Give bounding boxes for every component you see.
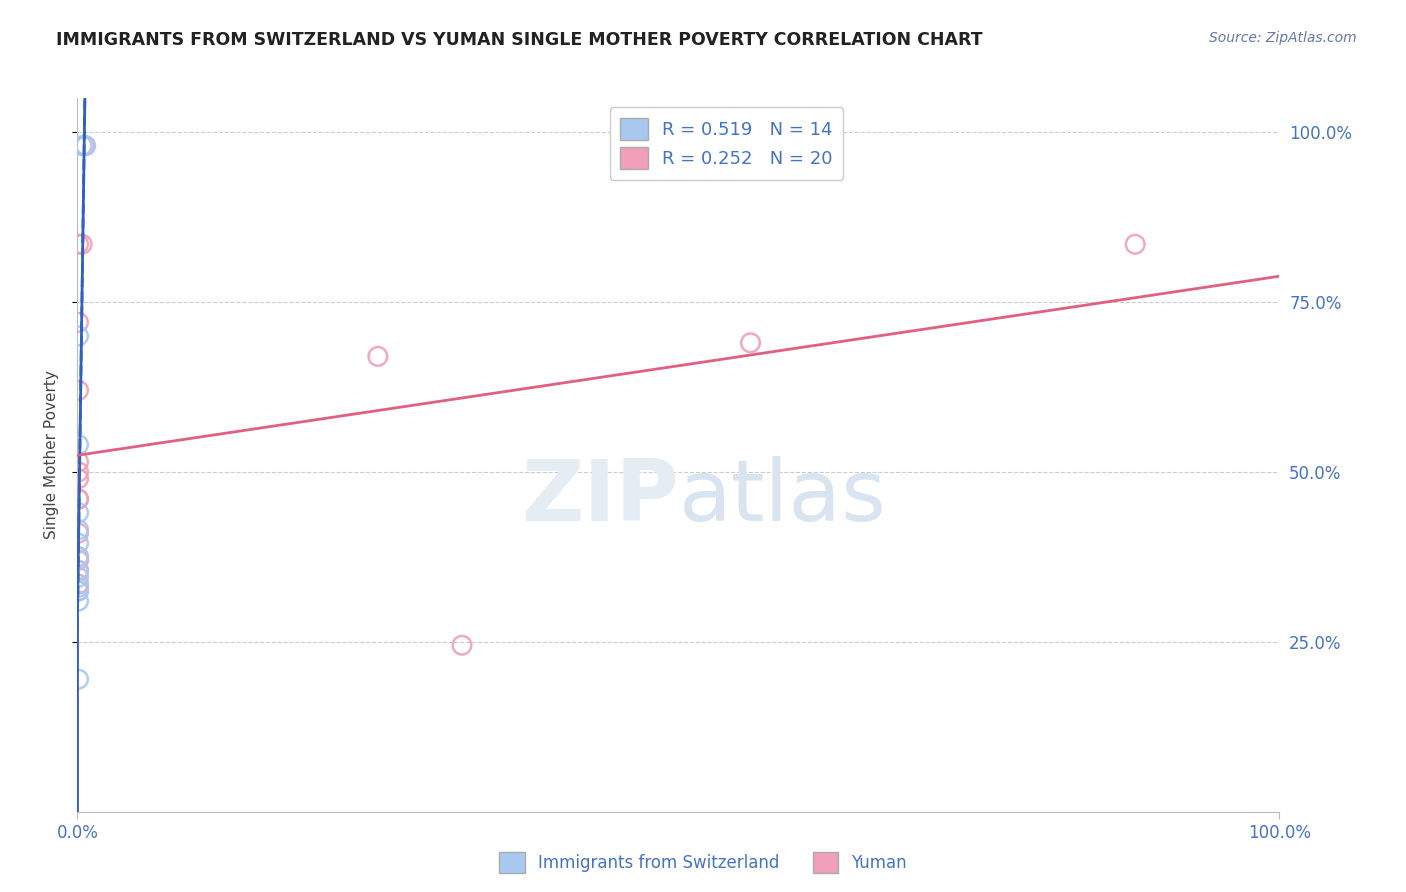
- Point: [67, 536, 90, 550]
- Point: [67, 523, 90, 537]
- Point: [451, 638, 474, 652]
- Point: [67, 583, 90, 598]
- Point: [67, 581, 90, 595]
- Point: [740, 335, 762, 350]
- Point: [67, 526, 90, 541]
- Point: [67, 492, 90, 507]
- Legend: Immigrants from Switzerland, Yuman: Immigrants from Switzerland, Yuman: [494, 846, 912, 880]
- Legend: R = 0.519   N = 14, R = 0.252   N = 20: R = 0.519 N = 14, R = 0.252 N = 20: [610, 107, 844, 180]
- Point: [70, 138, 93, 153]
- Point: [367, 350, 389, 364]
- Point: [67, 672, 90, 686]
- Text: Source: ZipAtlas.com: Source: ZipAtlas.com: [1209, 31, 1357, 45]
- Point: [67, 583, 90, 598]
- Point: [67, 329, 90, 343]
- Point: [67, 577, 90, 591]
- Point: [67, 549, 90, 564]
- Point: [75, 138, 97, 153]
- Point: [67, 570, 90, 584]
- Text: ZIP: ZIP: [520, 456, 679, 540]
- Point: [67, 237, 90, 252]
- Y-axis label: Single Mother Poverty: Single Mother Poverty: [44, 370, 59, 540]
- Point: [73, 138, 96, 153]
- Point: [67, 492, 90, 507]
- Point: [67, 564, 90, 578]
- Point: [67, 455, 90, 469]
- Text: IMMIGRANTS FROM SWITZERLAND VS YUMAN SINGLE MOTHER POVERTY CORRELATION CHART: IMMIGRANTS FROM SWITZERLAND VS YUMAN SIN…: [56, 31, 983, 49]
- Point: [67, 594, 90, 608]
- Point: [67, 438, 90, 452]
- Point: [67, 549, 90, 564]
- Point: [67, 384, 90, 398]
- Text: atlas: atlas: [679, 456, 886, 540]
- Point: [67, 506, 90, 520]
- Point: [1123, 237, 1146, 252]
- Point: [67, 564, 90, 578]
- Point: [67, 315, 90, 329]
- Point: [67, 465, 90, 479]
- Point: [67, 553, 90, 567]
- Point: [70, 237, 93, 252]
- Point: [67, 472, 90, 486]
